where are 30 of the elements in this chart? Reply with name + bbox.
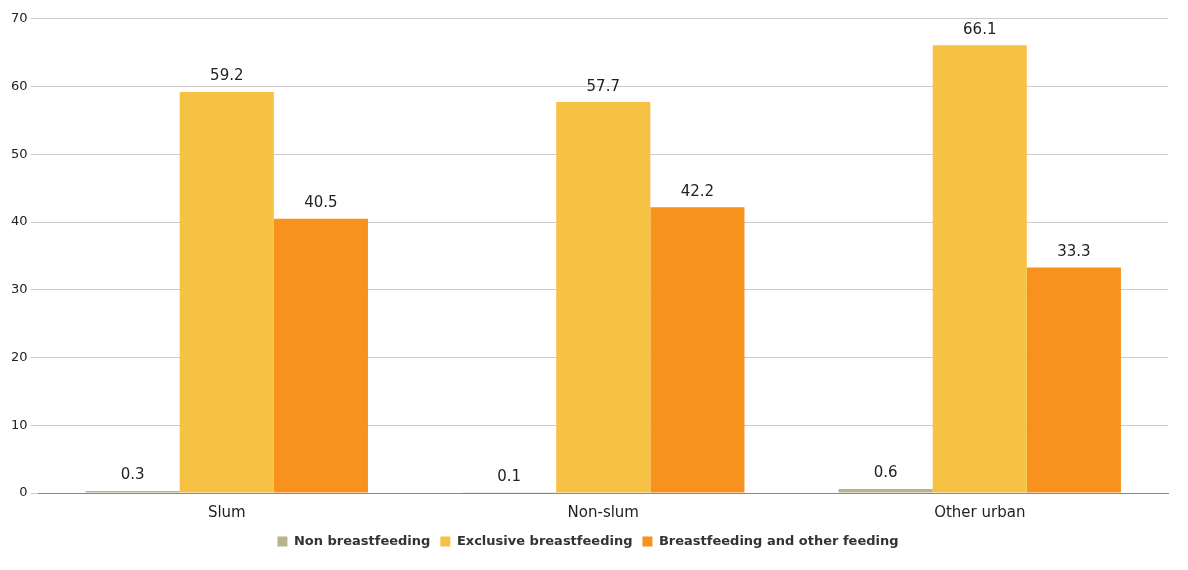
legend-label: Non breastfeeding [293,532,431,548]
data-label: 59.2 [210,66,244,85]
x-tick-label: Non-slum [567,502,639,521]
bar [838,488,933,493]
bar [1026,267,1121,493]
y-tick-label: 50 [11,145,28,161]
legend-label: Breastfeeding and other feeding [658,532,899,548]
y-tick-label: 60 [11,77,28,93]
bar [273,218,368,493]
bar [650,207,745,493]
bar [556,102,651,493]
x-tick-label: Slum [207,502,246,521]
y-tick-label: 10 [11,416,28,432]
y-tick-label: 0 [19,484,28,500]
y-tick-label: 30 [11,281,28,297]
data-label: 57.7 [586,76,620,95]
y-tick-label: 70 [11,10,28,26]
x-tick-label: Other urban [934,502,1026,521]
y-tick-label: 40 [11,213,28,229]
data-label: 40.5 [304,193,338,212]
bar [932,45,1027,493]
data-label: 42.2 [680,181,715,200]
bar [179,91,274,493]
data-label: 0.6 [873,463,898,482]
data-label: 33.3 [1057,241,1091,260]
data-label: 0.3 [120,465,145,484]
y-tick-label: 20 [11,348,28,364]
data-label: 0.1 [497,466,522,485]
data-label: 66.1 [963,19,997,38]
legend-label: Exclusive breastfeeding [456,532,633,548]
